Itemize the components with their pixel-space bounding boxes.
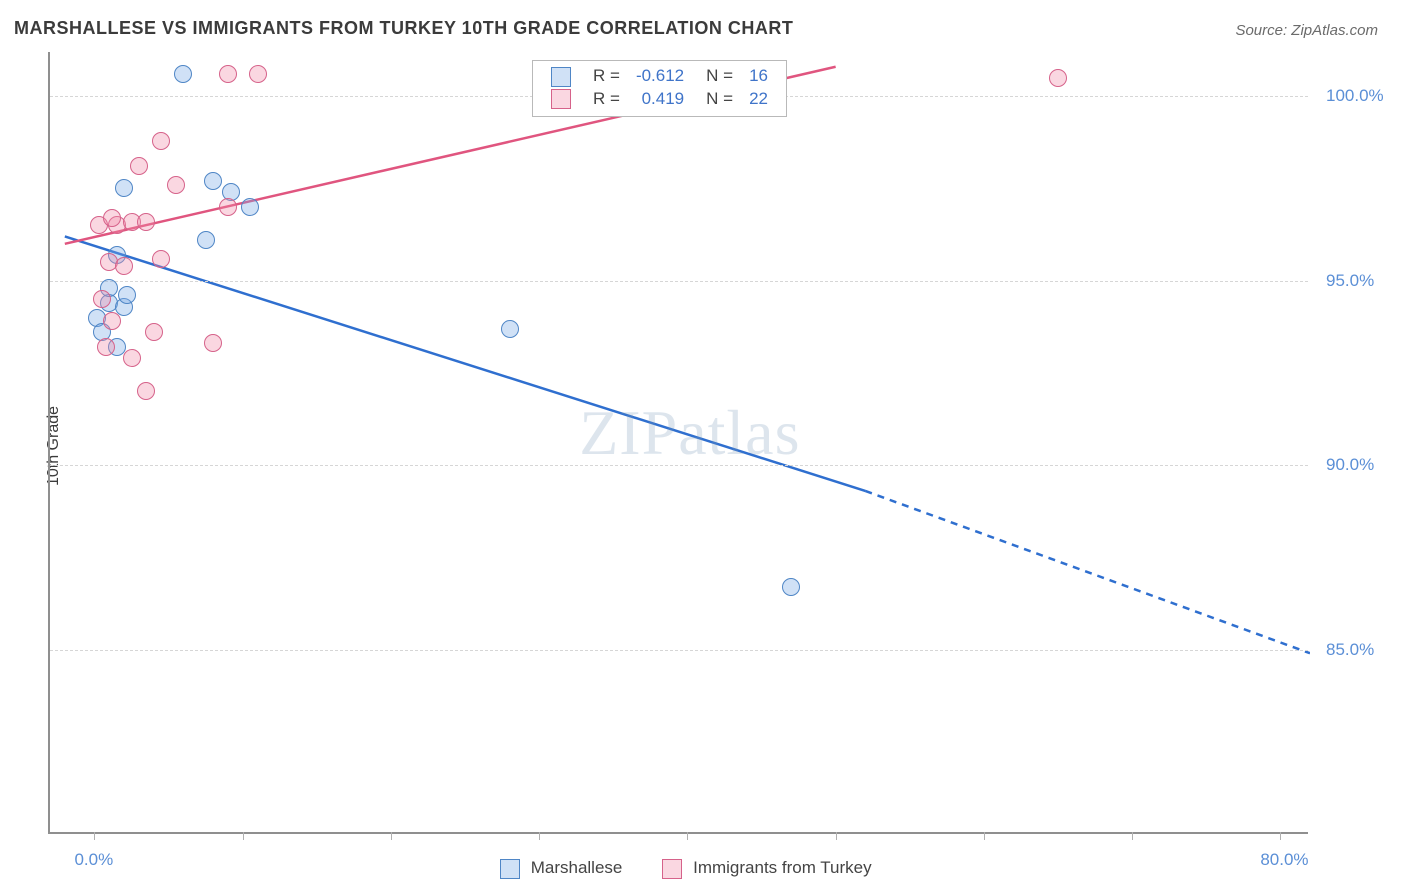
y-tick-label: 95.0% (1326, 271, 1374, 291)
data-point-turkey (249, 65, 267, 83)
x-tick (539, 832, 540, 840)
data-point-marshallese (115, 179, 133, 197)
data-point-turkey (103, 209, 121, 227)
data-point-marshallese (174, 65, 192, 83)
data-point-turkey (152, 250, 170, 268)
data-point-turkey (137, 213, 155, 231)
trend-lines-layer (50, 52, 1310, 834)
data-point-turkey (103, 312, 121, 330)
y-tick-label: 85.0% (1326, 640, 1374, 660)
legend-item-marshallese: Marshallese (500, 858, 622, 879)
gridline (50, 465, 1308, 466)
chart-plot-area: ZIPatlas (48, 52, 1308, 834)
data-point-turkey (219, 65, 237, 83)
data-point-marshallese (241, 198, 259, 216)
y-tick-label: 90.0% (1326, 455, 1374, 475)
x-tick-label: 80.0% (1260, 850, 1308, 870)
data-point-marshallese (501, 320, 519, 338)
data-point-turkey (137, 382, 155, 400)
x-tick-label: 0.0% (74, 850, 113, 870)
chart-title: MARSHALLESE VS IMMIGRANTS FROM TURKEY 10… (14, 18, 793, 39)
data-point-turkey (115, 257, 133, 275)
legend-row-marshallese: R =-0.612N =16 (543, 65, 776, 88)
x-tick (243, 832, 244, 840)
data-point-turkey (97, 338, 115, 356)
data-point-marshallese (118, 286, 136, 304)
x-tick (984, 832, 985, 840)
x-tick (687, 832, 688, 840)
data-point-turkey (145, 323, 163, 341)
data-point-turkey (1049, 69, 1067, 87)
source-attribution: Source: ZipAtlas.com (1235, 22, 1378, 39)
legend-row-turkey: R =0.419N =22 (543, 88, 776, 111)
data-point-turkey (123, 349, 141, 367)
data-point-turkey (219, 198, 237, 216)
data-point-marshallese (197, 231, 215, 249)
data-point-marshallese (782, 578, 800, 596)
watermark: ZIPatlas (579, 396, 800, 470)
data-point-turkey (204, 334, 222, 352)
series-legend: Marshallese Immigrants from Turkey (500, 858, 912, 879)
x-tick (836, 832, 837, 840)
x-tick (391, 832, 392, 840)
y-tick-label: 100.0% (1326, 86, 1384, 106)
data-point-turkey (167, 176, 185, 194)
data-point-marshallese (204, 172, 222, 190)
data-point-turkey (152, 132, 170, 150)
x-tick (94, 832, 95, 840)
x-tick (1132, 832, 1133, 840)
data-point-turkey (130, 157, 148, 175)
legend-item-turkey: Immigrants from Turkey (662, 858, 871, 879)
data-point-turkey (93, 290, 111, 308)
x-tick (1280, 832, 1281, 840)
gridline (50, 281, 1308, 282)
correlation-legend: R =-0.612N =16R =0.419N =22 (532, 60, 787, 117)
gridline (50, 650, 1308, 651)
